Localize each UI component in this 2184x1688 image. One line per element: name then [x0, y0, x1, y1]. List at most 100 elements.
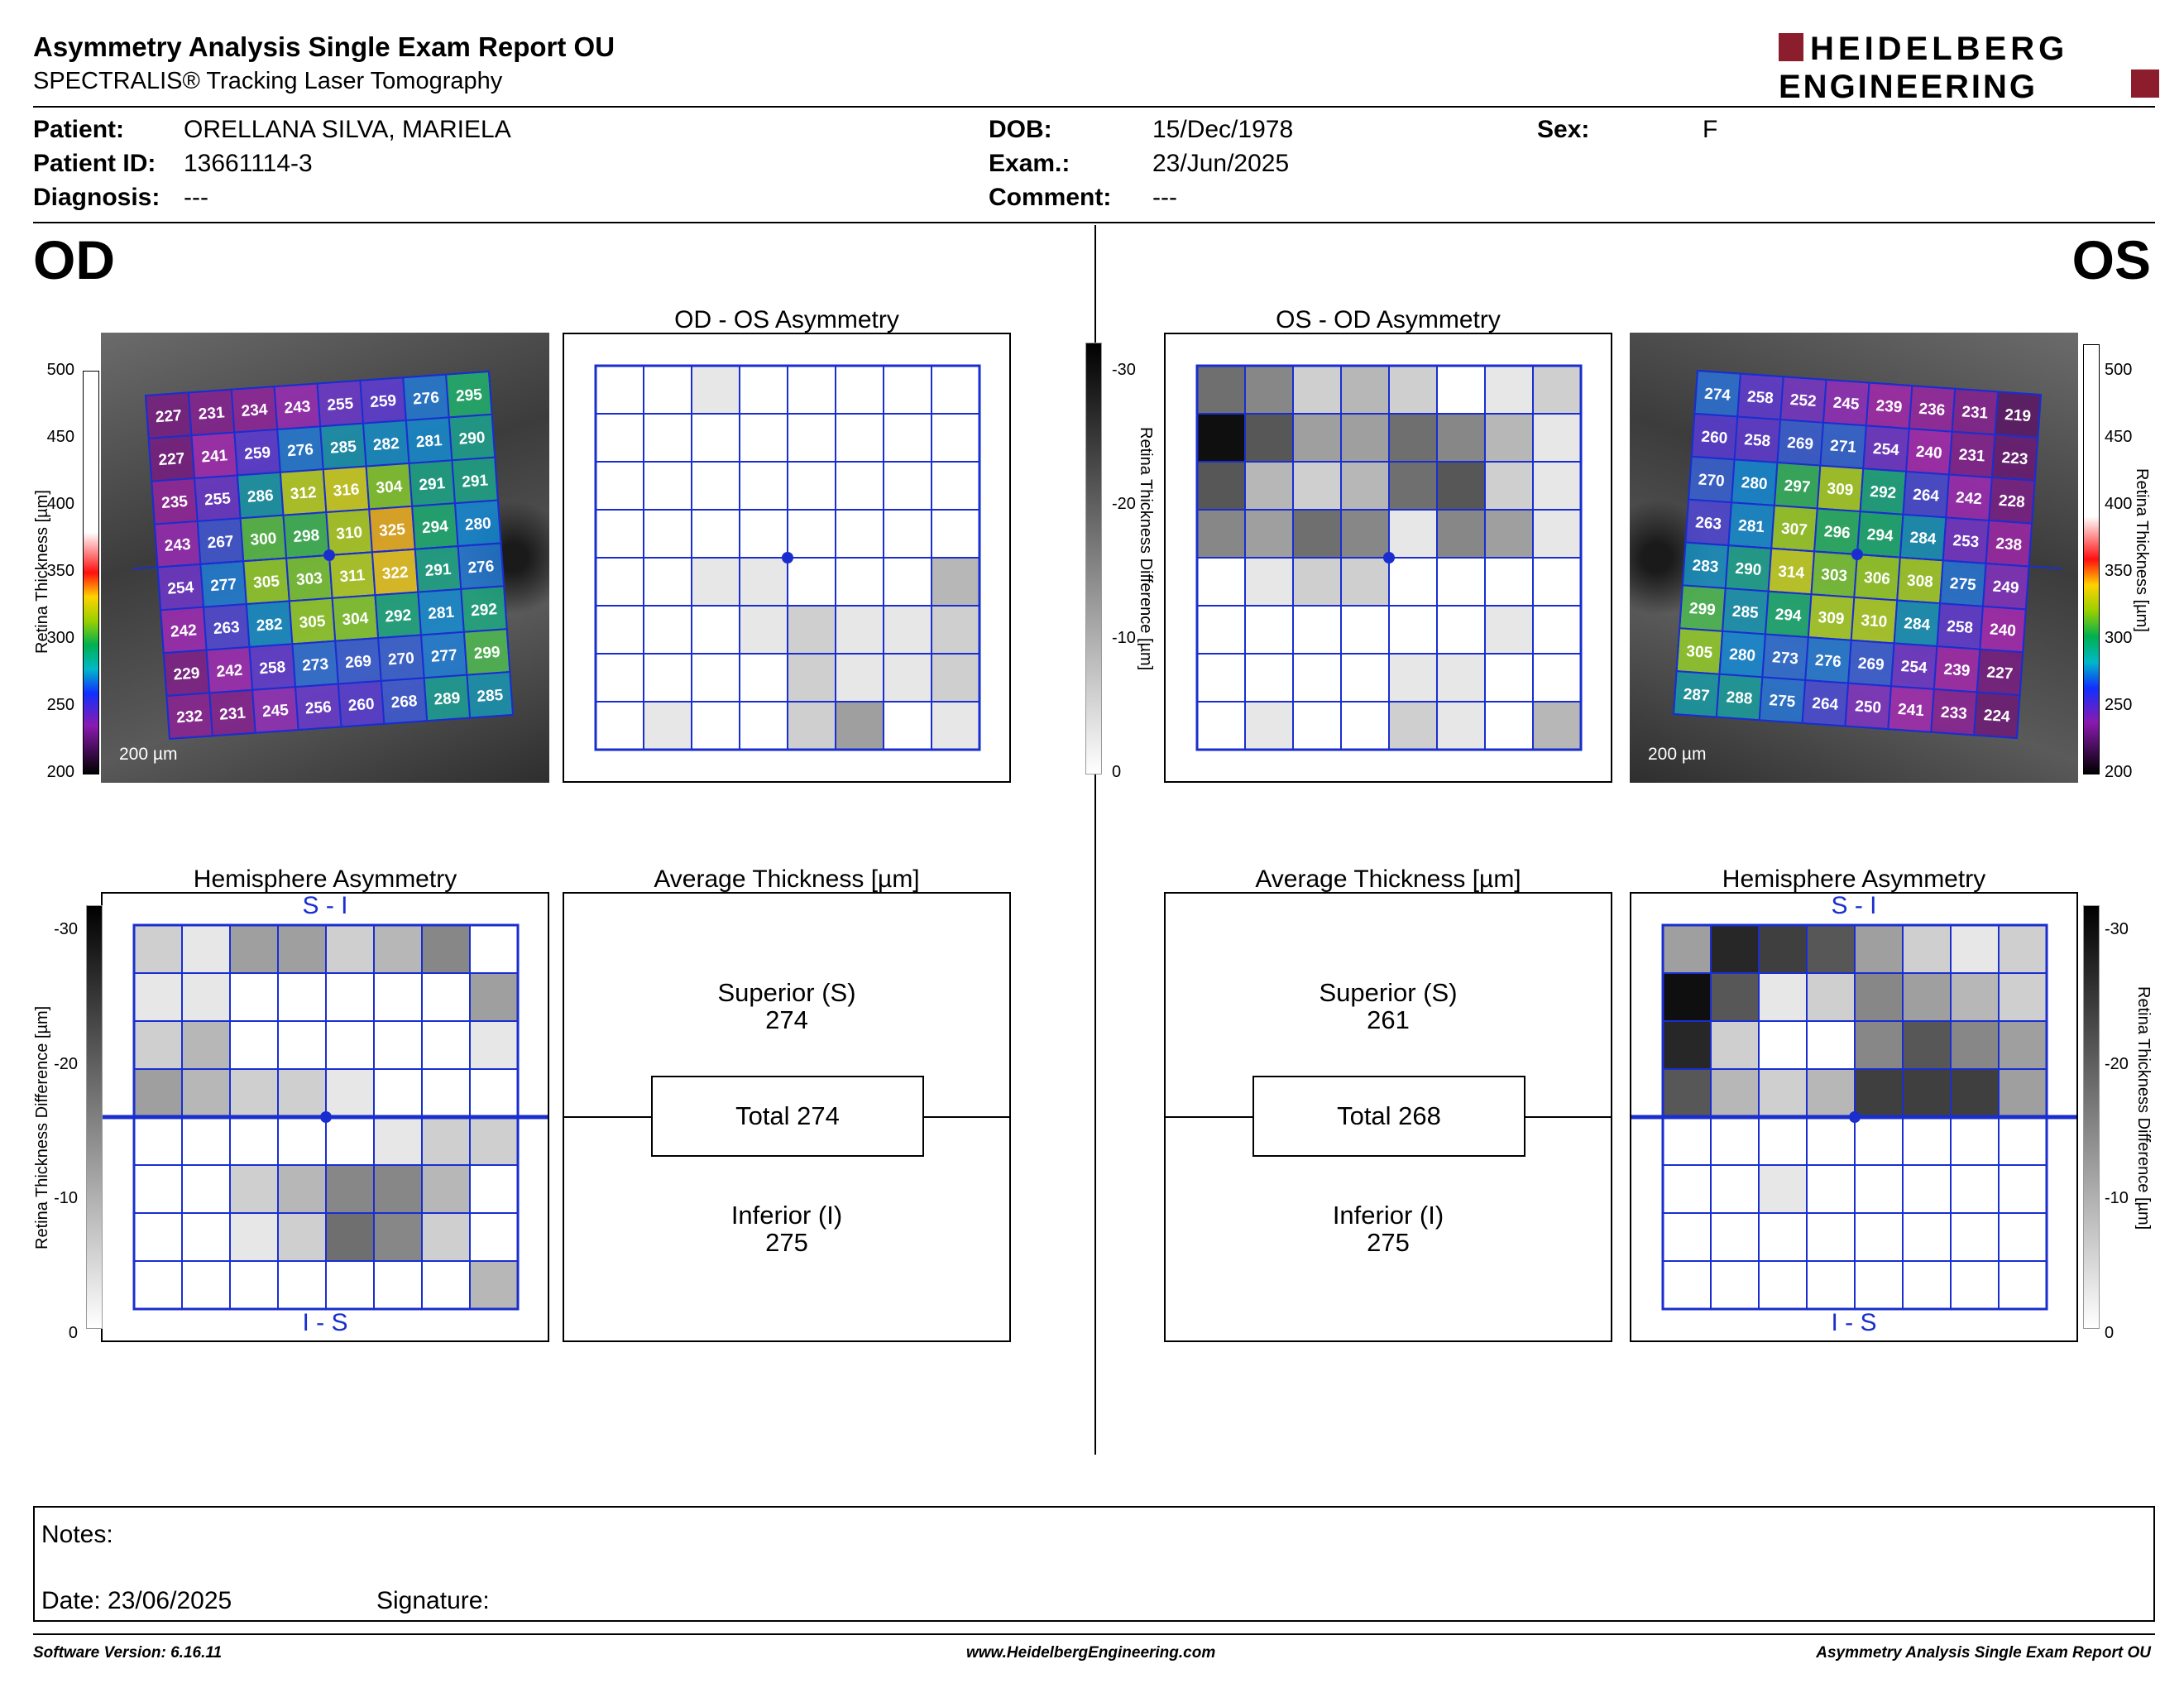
grid-cell	[1532, 653, 1582, 703]
grid-cell	[1340, 605, 1390, 655]
grid-cell	[277, 1020, 327, 1070]
grid-cell	[1662, 924, 1712, 974]
thickness-value: 276	[287, 441, 314, 460]
od-is-label: I - S	[302, 1309, 348, 1336]
grid-border	[594, 364, 981, 751]
grid-cell	[133, 924, 183, 974]
grid-cell	[1340, 461, 1390, 511]
thickness-value: 231	[198, 404, 226, 423]
grid-cell	[1196, 557, 1246, 607]
grid-cell	[1710, 1260, 1760, 1310]
thickness-value: 236	[1918, 400, 1946, 420]
grid-cell	[739, 413, 788, 463]
grid-cell	[643, 557, 692, 607]
thickness-value: 229	[173, 664, 200, 683]
grid-cell	[1244, 365, 1294, 415]
grid-cell	[1998, 1116, 2048, 1166]
grid-cell	[1950, 1068, 2000, 1118]
grid-cell	[691, 557, 740, 607]
thickness-value: 224	[1983, 707, 2011, 726]
grid-cell	[1998, 1260, 2048, 1310]
thickness-value: 243	[284, 398, 311, 417]
grid-cell	[1292, 605, 1342, 655]
thickness-value: 254	[1900, 658, 1928, 677]
grid-cell	[1710, 1068, 1760, 1118]
od-asym-title: OD - OS Asymmetry	[674, 306, 899, 333]
grid-cell	[277, 1116, 327, 1166]
heidelberg-logo: HEIDELBERG ENGINEERING	[1779, 31, 2159, 101]
grid-cell	[835, 509, 884, 559]
grid-cell	[835, 557, 884, 607]
grid-cell	[835, 653, 884, 703]
os-average-panel: Superior (S) 261 Total 268 Inferior (I) …	[1164, 892, 1612, 1342]
thickness-value: 299	[1688, 600, 1716, 619]
thickness-value: 277	[430, 647, 457, 666]
grid-cell	[277, 972, 327, 1022]
grid-cell	[1388, 701, 1438, 750]
os-hemisphere-panel: S - I I - S	[1630, 892, 2078, 1342]
grid-cell	[469, 1116, 519, 1166]
thickness-value: 300	[250, 530, 277, 549]
grid-cell	[469, 1020, 519, 1070]
grid-cell	[325, 1260, 375, 1310]
thickness-value: 268	[390, 693, 418, 712]
thickness-value: 290	[1735, 560, 1762, 579]
grid-cell	[643, 365, 692, 415]
thickness-value: 281	[428, 604, 456, 623]
thickness-value: 284	[1904, 615, 1932, 634]
grid-cell	[1388, 509, 1438, 559]
grid-cell	[1436, 413, 1486, 463]
os-inferior-value: 275	[1367, 1228, 1410, 1257]
grid-cell	[325, 972, 375, 1022]
thickness-value: 231	[1958, 446, 1986, 465]
thickness-value: 316	[333, 481, 360, 500]
grid-cell	[1532, 413, 1582, 463]
report-subtitle: SPECTRALIS® Tracking Laser Tomography	[33, 68, 503, 94]
thickness-value: 307	[1780, 520, 1808, 539]
axis-tick-label: 0	[68, 1324, 78, 1342]
od-eye-label: OD	[33, 229, 115, 290]
grid-cell	[1662, 1164, 1712, 1214]
thickness-value: 259	[244, 444, 271, 463]
grid-cell	[229, 1068, 279, 1118]
thickness-value: 305	[253, 573, 281, 592]
thickness-value: 294	[1774, 606, 1803, 625]
grid-cell	[1484, 365, 1534, 415]
grid-cell	[229, 924, 279, 974]
od-fundus-image: 227 231 234 243 255 259 276 295 227 241 259 276 285 2…	[101, 333, 549, 783]
thickness-value: 255	[204, 490, 232, 509]
grid-cell	[469, 1068, 519, 1118]
patient-label: Patient:	[33, 116, 125, 143]
patient-id: 13661114-3	[184, 150, 313, 177]
grid-cell	[1340, 365, 1390, 415]
od-total-box: Total 274	[651, 1076, 924, 1157]
grid-cell	[739, 653, 788, 703]
grid-cell	[469, 1260, 519, 1310]
os-scale-bar-label: 200 µm	[1648, 745, 1707, 764]
dob-value: 15/Dec/1978	[1152, 116, 1294, 143]
grid-cell	[229, 1212, 279, 1262]
grid-cell	[643, 461, 692, 511]
grid-cell	[691, 653, 740, 703]
axis-tick-label: 400	[2105, 495, 2133, 513]
grid-cell	[1710, 1212, 1760, 1262]
axis-tick-label: 450	[46, 428, 74, 446]
os-eye-label: OS	[2071, 229, 2151, 290]
grid-cell	[1806, 1068, 1856, 1118]
grid-cell	[1662, 1068, 1712, 1118]
grid-cell	[229, 972, 279, 1022]
footer-url[interactable]: www.HeidelbergEngineering.com	[966, 1644, 1216, 1662]
grid-cell	[1388, 557, 1438, 607]
grid-cell	[133, 1020, 183, 1070]
thickness-value: 239	[1875, 397, 1903, 416]
grid-cell	[1436, 605, 1486, 655]
thickness-value: 289	[433, 689, 461, 708]
grid-cell	[1806, 1020, 1856, 1070]
thickness-value: 258	[1746, 388, 1774, 407]
grid-cell	[1902, 972, 1952, 1022]
os-hemi-title: Hemisphere Asymmetry	[1722, 866, 1986, 893]
axis-tick-label: 250	[2105, 696, 2133, 714]
os-diff-colorbar	[2083, 905, 2100, 1329]
axis-tick-label: 200	[46, 763, 74, 781]
grid-cell	[1532, 365, 1582, 415]
